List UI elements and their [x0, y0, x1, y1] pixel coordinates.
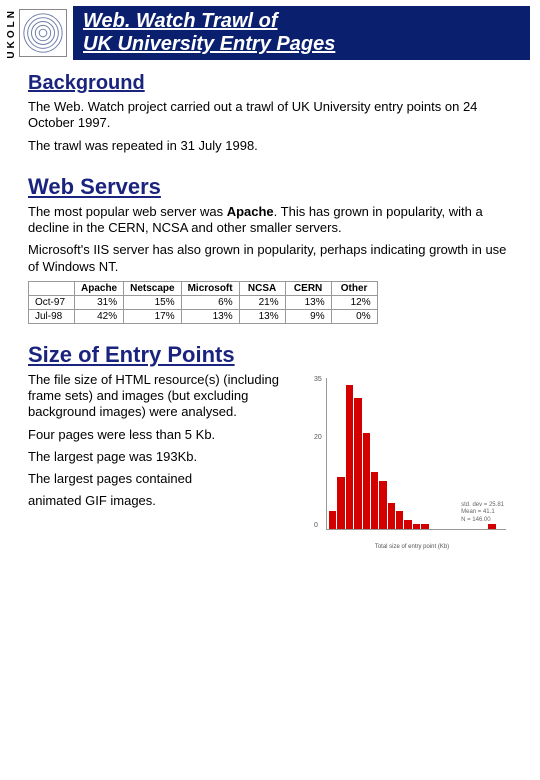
- logo-area: UKOLN: [6, 8, 67, 59]
- table-cell: 9%: [285, 309, 331, 323]
- ws-p1-bold: Apache: [227, 204, 274, 219]
- table-header: NCSA: [239, 281, 285, 295]
- table-cell: 13%: [285, 295, 331, 309]
- ws-p1: The most popular web server was Apache. …: [28, 204, 512, 237]
- ep-p2: Four pages were less than 5 Kb.: [28, 427, 306, 443]
- table-cell: 6%: [181, 295, 239, 309]
- entry-text: The file size of HTML resource(s) (inclu…: [28, 372, 306, 552]
- heading-webservers: Web Servers: [28, 174, 512, 200]
- spiral-logo-icon: [19, 9, 67, 57]
- meta-mean: Mean = 41.1: [461, 509, 504, 516]
- table-row: Oct-9731%15%6%21%13%12%: [29, 295, 378, 309]
- chart-bar: [329, 511, 336, 528]
- heading-entry: Size of Entry Points: [28, 342, 512, 368]
- bg-p1: The Web. Watch project carried out a tra…: [28, 99, 512, 132]
- chart-bar: [354, 398, 361, 528]
- chart-bar: [404, 520, 411, 529]
- table-cell: 31%: [75, 295, 124, 309]
- table-cell: 21%: [239, 295, 285, 309]
- table-header: Microsoft: [181, 281, 239, 295]
- page-title: Web. Watch Trawl of UK University Entry …: [73, 6, 530, 60]
- chart-bar: [421, 524, 428, 528]
- table-cell: Oct-97: [29, 295, 75, 309]
- ep-p5: animated GIF images.: [28, 493, 306, 509]
- section-webservers: Web Servers The most popular web server …: [0, 166, 540, 334]
- chart-bar: [396, 511, 403, 528]
- table-header: [29, 281, 75, 295]
- ws-p2: Microsoft's IIS server has also grown in…: [28, 242, 512, 275]
- header: UKOLN Web. Watch Trawl of UK University …: [0, 0, 540, 64]
- ep-p3: The largest page was 193Kb.: [28, 449, 306, 465]
- chart-bar: [346, 385, 353, 528]
- table-cell: Jul-98: [29, 309, 75, 323]
- table-cell: 42%: [75, 309, 124, 323]
- table-cell: 0%: [331, 309, 377, 323]
- ytick-0: 0: [314, 522, 318, 529]
- table-header: Apache: [75, 281, 124, 295]
- bg-p2: The trawl was repeated in 31 July 1998.: [28, 138, 512, 154]
- table-cell: 12%: [331, 295, 377, 309]
- chart-bar: [379, 481, 386, 529]
- chart-bar: [388, 503, 395, 529]
- meta-n: N = 146.00: [461, 517, 504, 524]
- server-table: ApacheNetscapeMicrosoftNCSACERNOther Oct…: [28, 281, 378, 324]
- ws-p1-a: The most popular web server was: [28, 204, 227, 219]
- ep-p1: The file size of HTML resource(s) (inclu…: [28, 372, 306, 421]
- table-row: Jul-9842%17%13%13%9%0%: [29, 309, 378, 323]
- size-chart: 35 20 0 std. dev = 25.81 Mean = 41.1 N =…: [312, 372, 512, 552]
- ytick-20: 20: [314, 434, 322, 441]
- ep-p4: The largest pages contained: [28, 471, 306, 487]
- table-header: Other: [331, 281, 377, 295]
- title-line-2: UK University Entry Pages: [83, 33, 520, 56]
- chart-xlabel: Total size of entry point (Kb): [312, 544, 512, 550]
- chart-bar: [488, 524, 495, 528]
- meta-std: std. dev = 25.81: [461, 502, 504, 509]
- table-cell: 17%: [124, 309, 181, 323]
- org-name-vertical: UKOLN: [6, 8, 17, 59]
- heading-background: Background: [28, 72, 512, 95]
- chart-bar: [363, 433, 370, 529]
- chart-meta: std. dev = 25.81 Mean = 41.1 N = 146.00: [461, 502, 504, 524]
- title-line-1: Web. Watch Trawl of: [83, 10, 520, 33]
- ytick-35: 35: [314, 376, 322, 383]
- chart-bar: [371, 472, 378, 528]
- section-entrypoints: Size of Entry Points The file size of HT…: [0, 334, 540, 558]
- table-header: Netscape: [124, 281, 181, 295]
- table-header: CERN: [285, 281, 331, 295]
- table-cell: 13%: [239, 309, 285, 323]
- table-cell: 13%: [181, 309, 239, 323]
- section-background: Background The Web. Watch project carrie…: [0, 64, 540, 166]
- chart-bar: [413, 524, 420, 528]
- table-cell: 15%: [124, 295, 181, 309]
- chart-bar: [337, 477, 344, 529]
